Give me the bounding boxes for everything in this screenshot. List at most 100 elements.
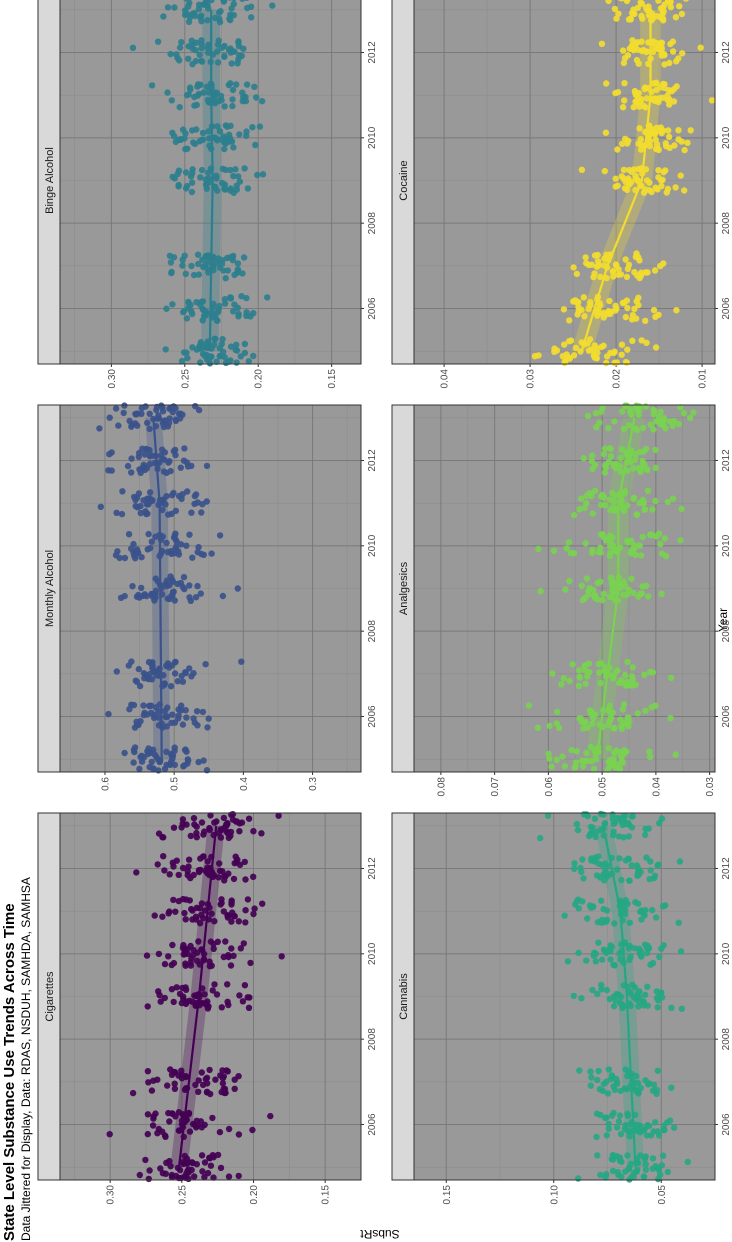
data-point	[668, 1004, 675, 1011]
data-point	[589, 465, 596, 473]
x-tick-label: 2010	[367, 534, 378, 557]
data-point	[566, 317, 573, 324]
data-point	[610, 961, 617, 969]
data-point	[657, 540, 664, 548]
data-point	[634, 177, 642, 184]
data-point	[176, 103, 183, 111]
data-point	[116, 554, 123, 562]
data-point	[229, 86, 237, 94]
data-point	[238, 52, 246, 60]
data-point	[601, 667, 608, 674]
data-point	[227, 357, 234, 364]
data-point	[166, 664, 173, 671]
x-tick-label: 2006	[367, 297, 378, 320]
data-point	[629, 46, 636, 53]
data-point	[210, 311, 217, 318]
data-point	[195, 938, 202, 945]
data-point	[221, 353, 228, 361]
data-point	[614, 146, 621, 153]
data-point	[183, 315, 191, 322]
data-point	[232, 346, 239, 354]
data-point	[241, 165, 248, 172]
data-point	[181, 762, 188, 769]
data-point	[170, 403, 177, 410]
data-point	[678, 505, 685, 512]
data-point	[175, 167, 183, 174]
data-point	[601, 255, 608, 262]
data-point	[240, 45, 247, 52]
data-point	[605, 458, 613, 466]
data-point	[230, 875, 238, 883]
data-point	[589, 452, 596, 459]
data-point	[546, 755, 553, 762]
data-point	[186, 531, 193, 538]
data-point	[616, 1112, 624, 1119]
trend-line	[177, 825, 218, 1168]
data-point	[170, 254, 178, 261]
data-point	[673, 58, 680, 65]
data-point	[200, 914, 207, 922]
data-point	[152, 533, 159, 540]
x-tick-label: 2006	[721, 297, 732, 320]
data-point	[186, 582, 193, 589]
data-point	[251, 83, 258, 90]
data-point	[182, 916, 189, 923]
data-point	[612, 465, 620, 472]
data-point	[578, 994, 585, 1002]
data-point	[207, 812, 214, 819]
data-point	[629, 981, 636, 988]
x-tick-label: 2008	[367, 212, 378, 235]
data-point	[630, 1174, 637, 1181]
data-point	[202, 181, 210, 188]
data-point	[220, 1073, 228, 1080]
data-point	[662, 902, 669, 909]
x-tick-label: 2006	[721, 705, 732, 728]
data-point	[166, 871, 173, 878]
data-point	[600, 1080, 608, 1088]
data-point	[652, 464, 659, 471]
data-point	[131, 552, 138, 559]
data-point	[164, 704, 171, 711]
data-point	[216, 867, 224, 874]
data-point	[248, 14, 255, 21]
data-point	[604, 1090, 612, 1097]
data-point	[652, 497, 659, 505]
data-point	[234, 60, 241, 67]
data-point	[632, 551, 639, 559]
data-point	[140, 702, 147, 709]
data-point	[620, 425, 628, 433]
data-point	[625, 714, 632, 721]
x-tick-label: 2010	[721, 942, 732, 965]
data-point	[208, 962, 215, 969]
data-point	[658, 994, 666, 1001]
y-tick-label: 0.05	[598, 777, 609, 797]
data-point	[618, 876, 625, 884]
data-point	[258, 830, 265, 837]
data-point	[183, 714, 190, 721]
data-point	[197, 301, 204, 309]
data-point	[236, 828, 243, 835]
data-point	[201, 1159, 209, 1166]
data-point	[607, 453, 615, 460]
data-point	[632, 995, 640, 1003]
chart-title: State Level Substance Use Trends Across …	[1, 903, 18, 1241]
data-point	[129, 583, 136, 590]
data-point	[176, 44, 184, 51]
data-point	[202, 312, 209, 319]
data-point	[641, 671, 648, 678]
data-point	[214, 938, 222, 945]
data-point	[221, 877, 228, 884]
data-point	[597, 826, 604, 833]
data-point	[632, 898, 639, 906]
data-point	[629, 664, 636, 671]
data-point	[660, 942, 667, 949]
data-point	[203, 1001, 210, 1008]
data-point	[607, 574, 615, 581]
data-point	[566, 577, 573, 585]
data-point	[183, 821, 190, 828]
data-point	[596, 300, 603, 307]
y-tick-label: 0.15	[327, 369, 338, 389]
data-point	[605, 1125, 612, 1132]
data-point	[235, 918, 243, 925]
data-point	[594, 312, 601, 319]
